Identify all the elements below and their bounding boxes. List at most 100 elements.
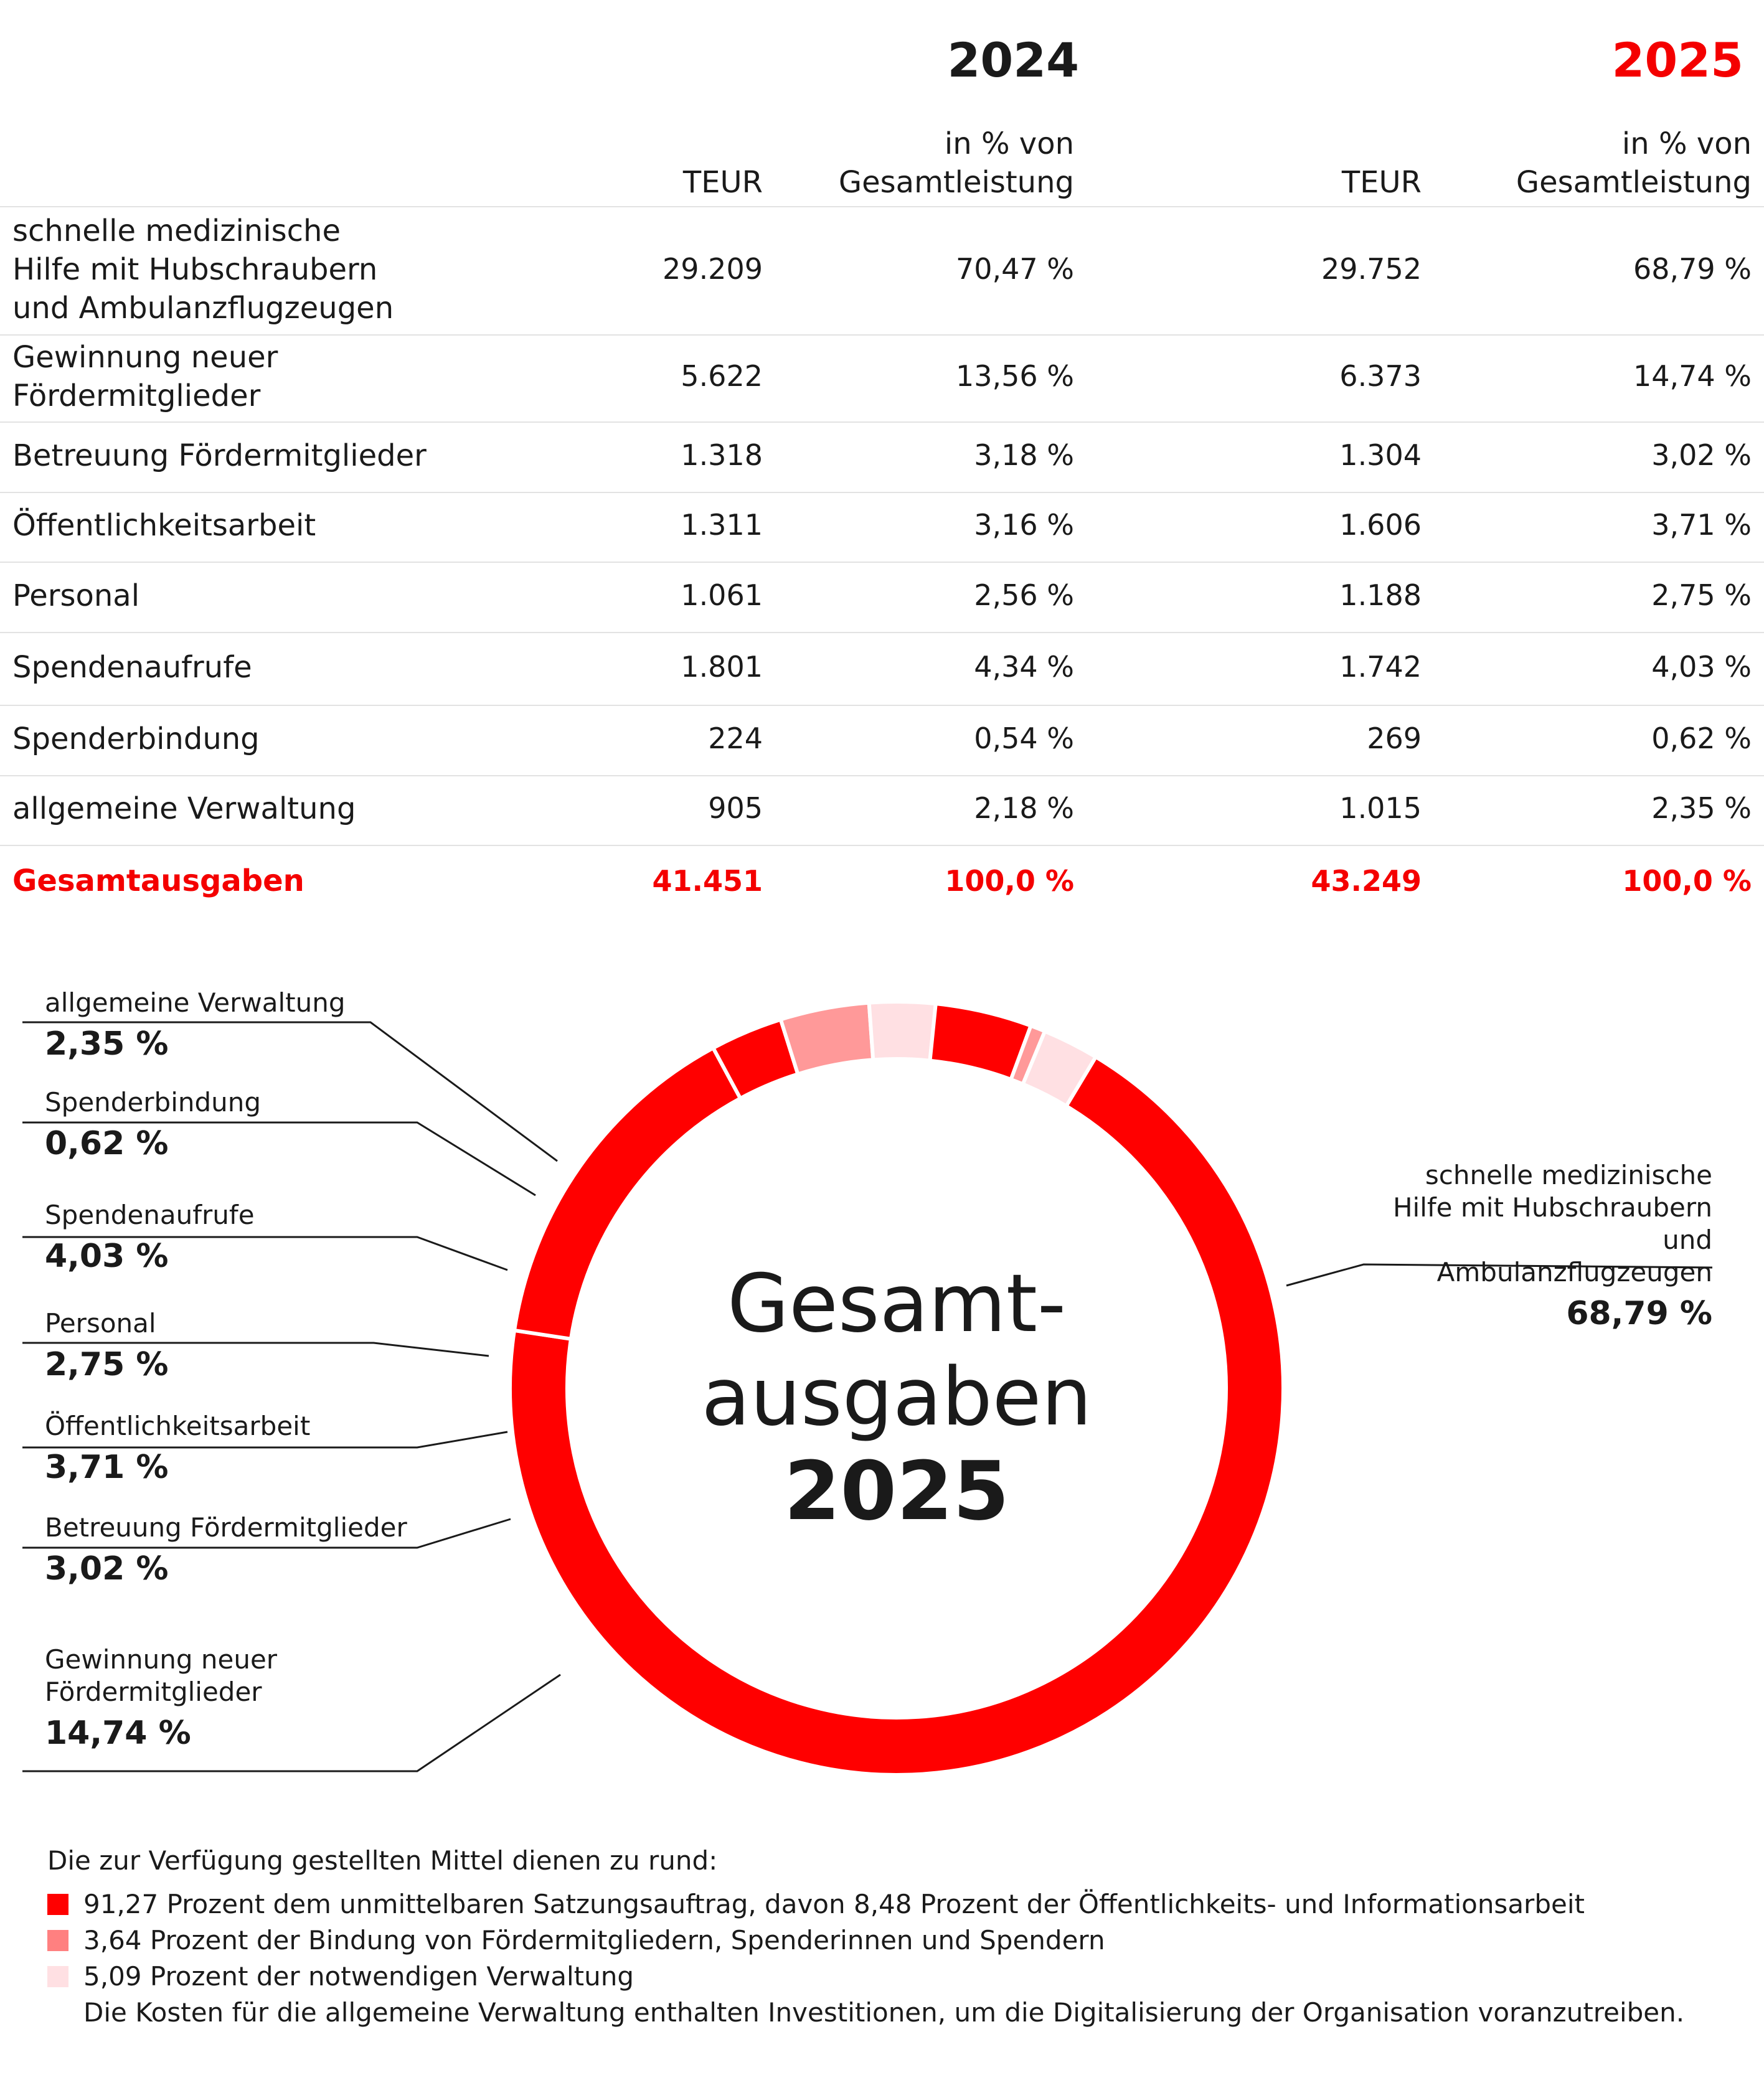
slice-personnel <box>867 1000 938 1063</box>
cell-teur-2025: 1.304 <box>1339 438 1422 472</box>
cell-teur-2024: 1.801 <box>681 649 763 684</box>
row-label: Betreuung Fördermitglieder <box>12 438 427 473</box>
table-rule <box>0 705 1764 706</box>
leader-donor-retention <box>22 1121 536 1197</box>
donut-chart <box>22 1000 1713 1777</box>
notes-extra: Die Kosten für die allgemeine Verwaltung… <box>83 1997 1685 2028</box>
cell-teur-2025: 1.015 <box>1339 791 1422 825</box>
col-teur-2025: TEUR <box>1341 165 1422 200</box>
leader-medical-help <box>1286 1263 1713 1287</box>
legend-square-light <box>47 1966 68 1987</box>
center-year: 2025 <box>784 1444 1009 1538</box>
callout-label: Spenderbindung <box>45 1087 262 1117</box>
callout-label: Personal <box>45 1308 156 1339</box>
cell-pct-2024: 13,56 % <box>955 359 1074 393</box>
cell-pct-2024: 2,56 % <box>974 578 1074 612</box>
callout-value: 0,62 % <box>45 1125 169 1162</box>
cell-teur-2025: 6.373 <box>1339 359 1422 393</box>
callout-label: Spendenaufrufe <box>45 1200 255 1230</box>
legend-square-red <box>47 1894 68 1915</box>
cell-pct-2025: 3,02 % <box>1651 438 1752 472</box>
cell-pct-2025: 2,75 % <box>1651 578 1752 612</box>
cell-teur-2024: 224 <box>708 721 763 755</box>
year-2024-heading: 2024 <box>947 32 1079 88</box>
callout-donor-retention: Spenderbindung 0,62 % <box>45 1086 261 1162</box>
cell-pct-2024: 70,47 % <box>955 252 1074 286</box>
slice-public-relations <box>778 1000 875 1077</box>
cell-teur-2025: 269 <box>1367 721 1422 755</box>
cell-pct-2024: 2,18 % <box>974 791 1074 825</box>
legend-square-pink <box>47 1930 68 1951</box>
callout-public-relations: Öffentlichkeitsarbeit 3,71 % <box>45 1410 310 1486</box>
notes-item-2: 3,64 Prozent der Bindung von Fördermitgl… <box>83 1925 1105 1955</box>
leader-personnel <box>22 1342 489 1357</box>
cell-pct-2024: 3,16 % <box>974 508 1074 542</box>
callout-value: 3,02 % <box>45 1550 169 1588</box>
callout-value: 2,35 % <box>45 1025 169 1063</box>
callout-value: 3,71 % <box>45 1449 169 1486</box>
center-title: Gesamt- ausgaben <box>701 1258 1092 1444</box>
callout-value: 14,74 % <box>45 1715 191 1752</box>
donut-center-label: Gesamt- ausgaben 2025 <box>685 1258 1108 1538</box>
callout-label: allgemeine Verwaltung <box>45 987 346 1018</box>
callout-value: 4,03 % <box>45 1238 169 1275</box>
cell-teur-2024: 905 <box>708 791 763 825</box>
cell-pct-2025: 3,71 % <box>1651 508 1752 542</box>
cell-teur-2025: 1.606 <box>1339 508 1422 542</box>
callout-value: 68,79 % <box>1566 1295 1712 1332</box>
table-rule <box>0 206 1764 207</box>
total-pct-2025: 100,0 % <box>1622 864 1752 898</box>
leader-donation-appeals <box>22 1236 508 1271</box>
callout-value: 2,75 % <box>45 1346 169 1383</box>
table-rule <box>0 845 1764 846</box>
cell-teur-2025: 1.742 <box>1339 649 1422 684</box>
cell-teur-2024: 29.209 <box>663 252 763 286</box>
cell-teur-2024: 5.622 <box>681 359 763 393</box>
total-pct-2024: 100,0 % <box>945 864 1074 898</box>
cell-pct-2025: 68,79 % <box>1633 252 1752 286</box>
cell-pct-2025: 14,74 % <box>1633 359 1752 393</box>
leader-new-members <box>22 1673 561 1772</box>
callout-personnel: Personal 2,75 % <box>45 1307 169 1383</box>
callout-label: Öffentlichkeitsarbeit <box>45 1411 311 1441</box>
cell-teur-2024: 1.061 <box>681 578 763 612</box>
table-rule <box>0 775 1764 776</box>
callout-donation-appeals: Spendenaufrufe 4,03 % <box>45 1199 255 1275</box>
row-label: Spendenaufrufe <box>12 649 252 685</box>
cell-pct-2024: 4,34 % <box>974 649 1074 684</box>
cell-pct-2024: 0,54 % <box>974 721 1074 755</box>
notes-intro: Die zur Verfügung gestellten Mittel dien… <box>47 1845 718 1876</box>
leader-public-relations <box>22 1431 508 1449</box>
col-pct-2025: in % von Gesamtleistung <box>1516 126 1752 200</box>
cell-pct-2024: 3,18 % <box>974 438 1074 472</box>
row-label: Gewinnung neuer Fördermitglieder <box>12 340 278 413</box>
cell-teur-2025: 1.188 <box>1339 578 1422 612</box>
callout-member-care: Betreuung Fördermitglieder 3,02 % <box>45 1512 407 1588</box>
col-teur-2024: TEUR <box>682 165 763 200</box>
table-rule <box>0 492 1764 493</box>
row-label: allgemeine Verwaltung <box>12 791 356 826</box>
leader-administration <box>22 1021 558 1162</box>
table-rule <box>0 421 1764 423</box>
cell-pct-2025: 2,35 % <box>1651 791 1752 825</box>
callout-label: schnelle medizinische Hilfe mit Hubschra… <box>1392 1160 1712 1287</box>
callout-medical-help: schnelle medizinische Hilfe mit Hubschra… <box>1389 1159 1712 1332</box>
row-label: Öffentlichkeitsarbeit <box>12 508 316 543</box>
slice-administration <box>1020 1028 1098 1109</box>
cell-teur-2025: 29.752 <box>1321 252 1422 286</box>
col-pct-2024: in % von Gesamtleistung <box>838 126 1074 200</box>
row-label: Personal <box>12 578 140 613</box>
row-label: schnelle medizinische Hilfe mit Hubschra… <box>12 214 394 326</box>
notes-item-3: 5,09 Prozent der notwendigen Verwaltung <box>83 1961 634 1992</box>
cell-teur-2024: 1.318 <box>681 438 763 472</box>
total-teur-2025: 43.249 <box>1311 864 1422 898</box>
notes-item-1: 91,27 Prozent dem unmittelbaren Satzungs… <box>83 1889 1585 1919</box>
table-rule <box>0 632 1764 633</box>
leader-member-care <box>22 1518 511 1549</box>
row-label: Spenderbindung <box>12 721 260 756</box>
table-rule <box>0 562 1764 563</box>
table-rule <box>0 334 1764 336</box>
callout-label: Gewinnung neuer Fördermitglieder <box>45 1644 278 1707</box>
cell-pct-2025: 0,62 % <box>1651 721 1752 755</box>
callout-administration: allgemeine Verwaltung 2,35 % <box>45 987 346 1063</box>
